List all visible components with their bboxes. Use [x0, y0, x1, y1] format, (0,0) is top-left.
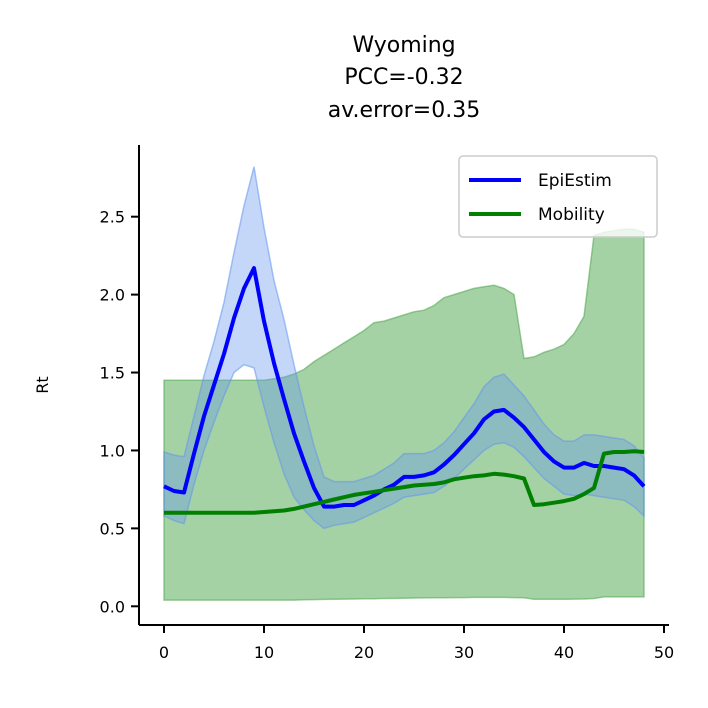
legend-box	[458, 155, 658, 238]
axes	[138, 145, 669, 626]
chart-title-line-3: av.error=0.35	[328, 98, 480, 123]
chart-title-line-1: Wyoming	[352, 33, 455, 58]
y-axis-label: Rt	[33, 376, 52, 393]
legend-label-mobility: Mobility	[538, 205, 605, 225]
y-tick-label: 2.0	[100, 286, 125, 305]
x-tick-label: 10	[254, 643, 274, 662]
chart-title-line-2: PCC=-0.32	[344, 65, 463, 90]
x-tick-label: 20	[354, 643, 374, 662]
x-ticks: 0 10 20 30 40 50	[159, 625, 674, 662]
y-tick-label: 1.0	[100, 441, 125, 460]
x-tick-label: 40	[554, 643, 574, 662]
series-lines	[163, 266, 646, 515]
x-tick-label: 0	[159, 643, 169, 662]
band-mobility	[163, 228, 645, 601]
y-tick-label: 0.5	[100, 519, 125, 538]
x-tick-label: 50	[654, 643, 674, 662]
band-epiestim	[163, 166, 645, 530]
line-mobility	[164, 449, 645, 515]
y-ticks: 0.0 0.5 1.0 1.5 2.0 2.5	[100, 208, 139, 616]
line-epiestim	[163, 266, 646, 509]
y-tick-label: 0.0	[100, 597, 125, 616]
y-tick-label: 1.5	[100, 364, 125, 383]
x-tick-label: 30	[454, 643, 474, 662]
legend: EpiEstim Mobility	[458, 155, 658, 238]
confidence-bands	[163, 166, 645, 601]
y-tick-label: 2.5	[100, 208, 125, 227]
chart-title: Wyoming PCC=-0.32 av.error=0.35	[328, 33, 480, 123]
legend-label-epiestim: EpiEstim	[538, 171, 612, 191]
